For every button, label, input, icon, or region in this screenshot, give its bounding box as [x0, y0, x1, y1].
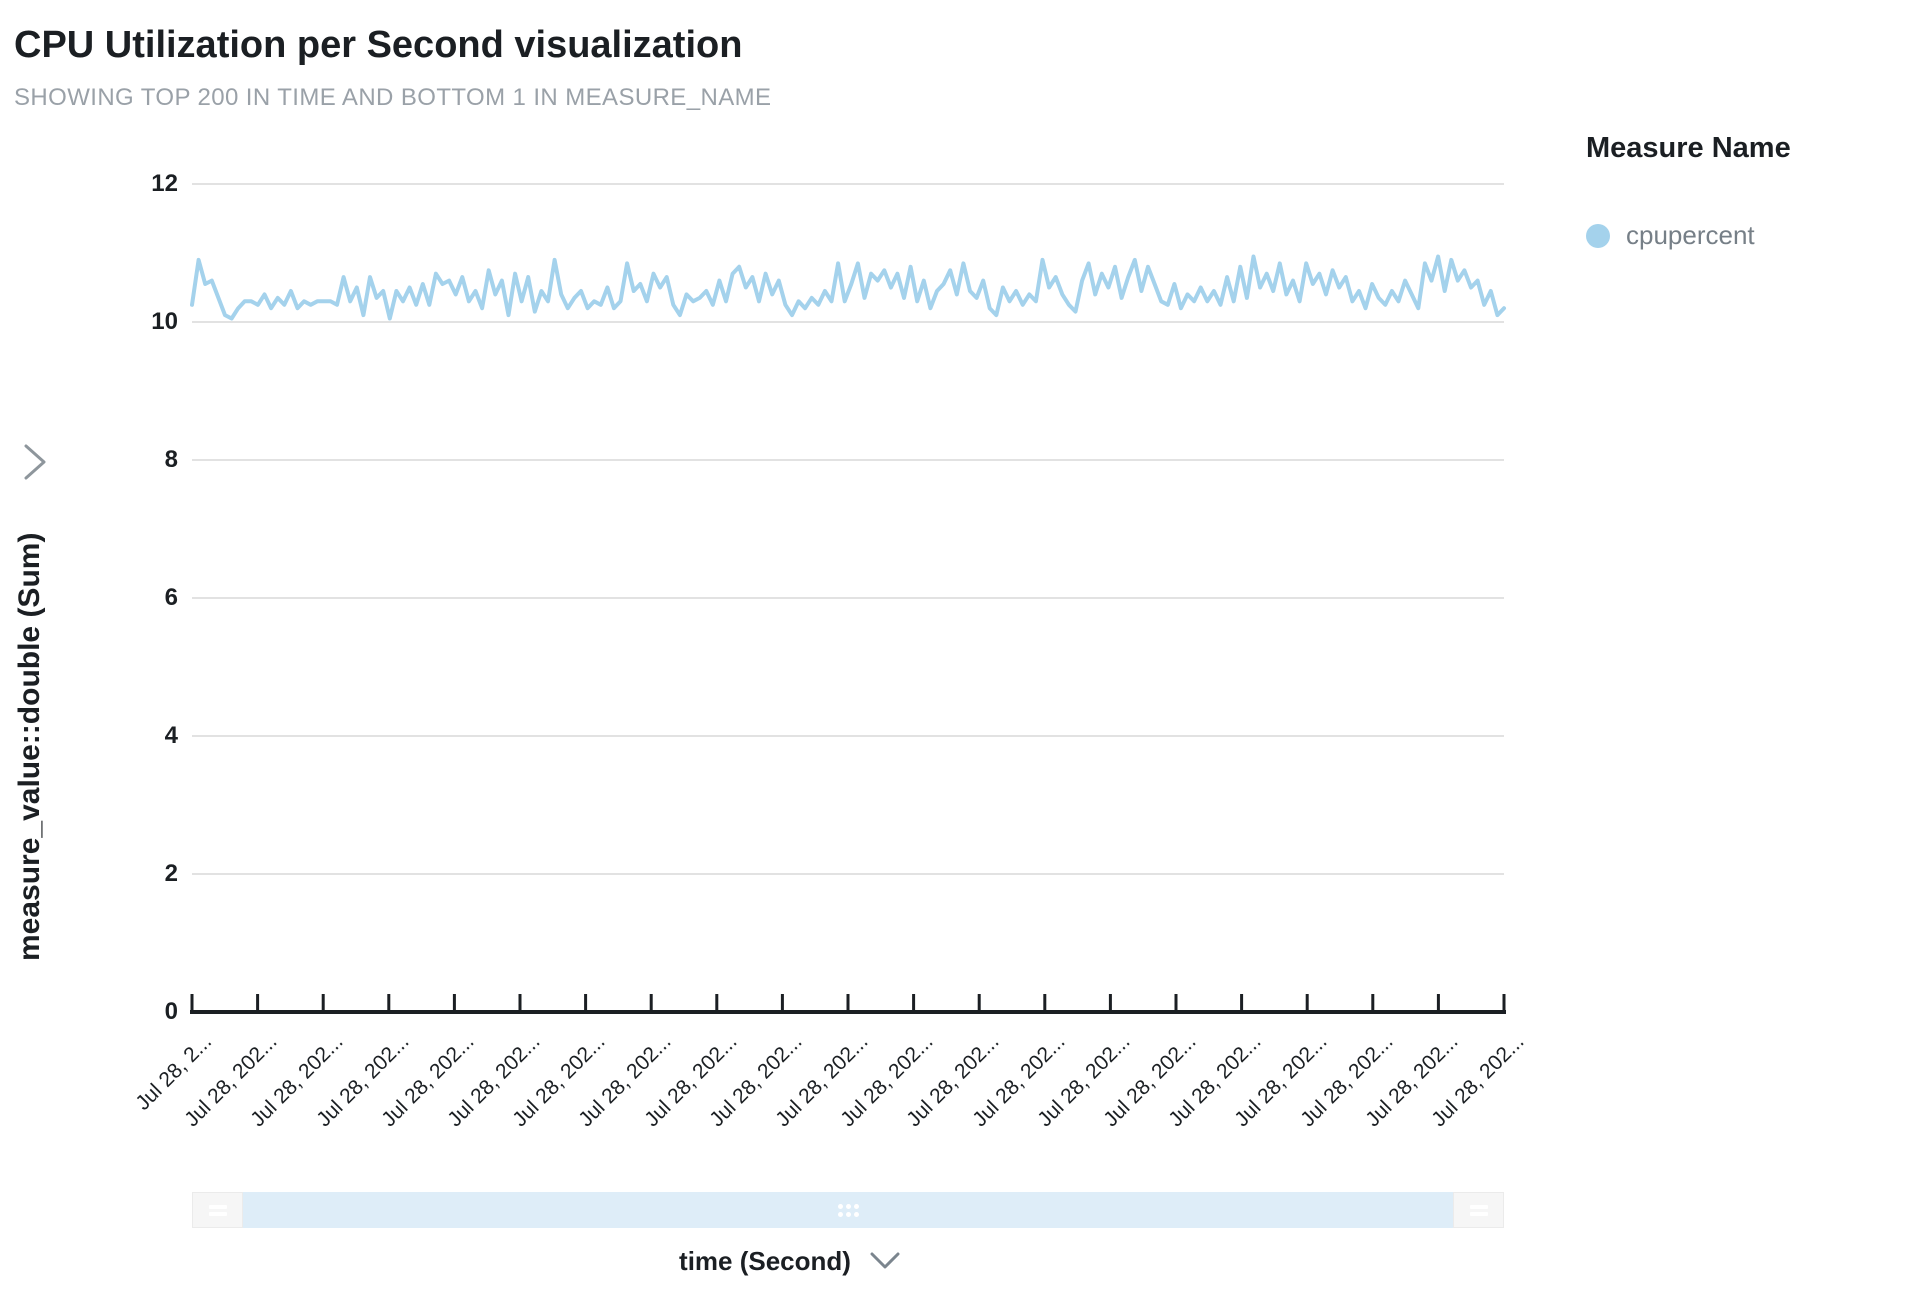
scrollbar-left-handle[interactable]: [192, 1192, 243, 1228]
legend-title: Measure Name: [1586, 132, 1791, 164]
legend-item-cpupercent[interactable]: cpupercent: [1586, 220, 1755, 251]
time-range-scrollbar: [192, 1192, 1504, 1228]
chart-subtitle: SHOWING TOP 200 IN TIME AND BOTTOM 1 IN …: [14, 84, 772, 111]
scrollbar-grip-icon: [837, 1203, 859, 1217]
handle-grip-icon: [208, 1204, 227, 1209]
series-line-cpupercent[interactable]: [190, 254, 1506, 321]
y-tick-label: 4: [164, 722, 178, 749]
legend: Measure Name cpupercent: [1586, 132, 1916, 250]
handle-grip-icon: [1469, 1211, 1488, 1216]
legend-swatch-icon: [1586, 223, 1610, 248]
y-tick-label: 6: [164, 584, 178, 611]
y-tick-label: 0: [164, 998, 178, 1025]
scrollbar-right-handle[interactable]: [1453, 1192, 1504, 1228]
x-axis-title: time (Second): [679, 1245, 851, 1276]
handle-grip-icon: [208, 1211, 227, 1216]
handle-grip-icon: [1469, 1204, 1488, 1209]
x-axis-field-control[interactable]: time (Second): [140, 1238, 1440, 1284]
y-tick-label: 10: [151, 308, 178, 335]
chart-title: CPU Utilization per Second visualization: [14, 24, 743, 66]
chevron-right-icon[interactable]: [20, 442, 50, 482]
y-tick-label: 8: [164, 446, 178, 473]
y-tick-label: 2: [164, 860, 178, 887]
y-tick-label: 12: [151, 170, 178, 197]
chevron-down-icon[interactable]: [869, 1251, 901, 1271]
scrollbar-track[interactable]: [243, 1192, 1453, 1228]
legend-item-label: cpupercent: [1626, 220, 1755, 250]
